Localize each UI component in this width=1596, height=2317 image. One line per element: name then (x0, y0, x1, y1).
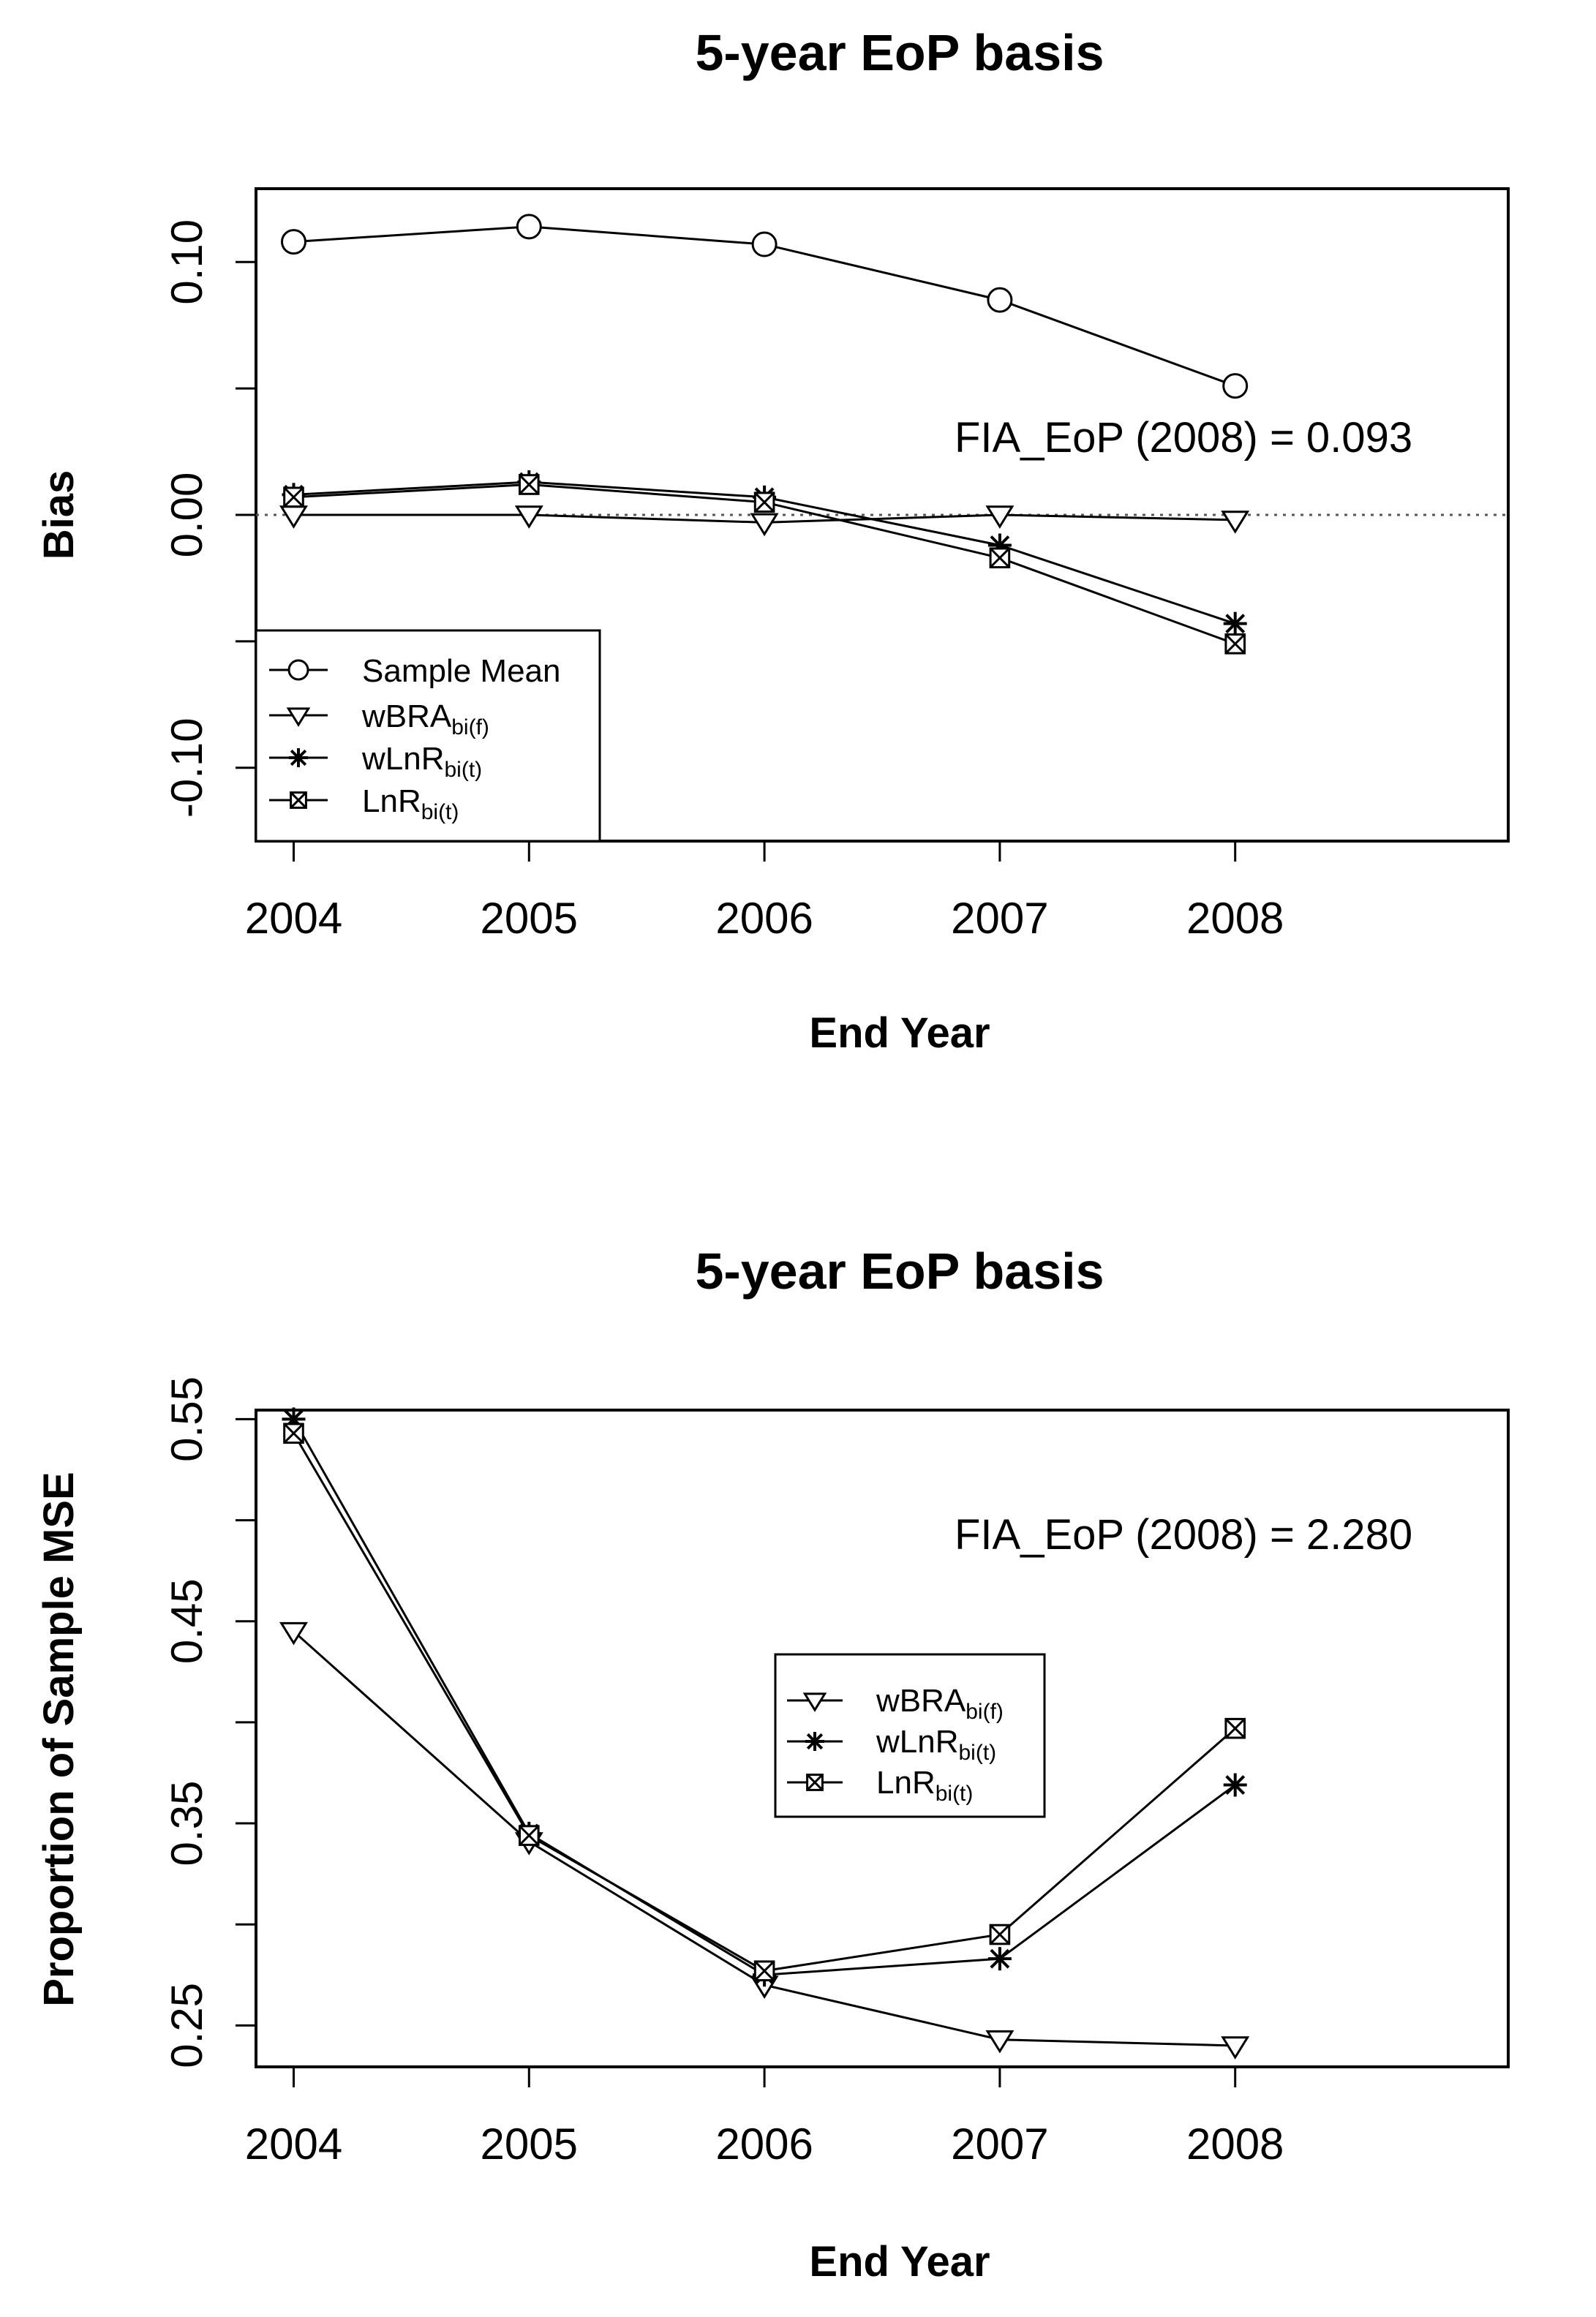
mse-x-tick-label-2006: 2006 (715, 2120, 813, 2169)
bias-point-wbra-2007 (985, 505, 1015, 529)
bias-legend-box (255, 629, 601, 843)
mse-x-tick-label-2005: 2005 (481, 2120, 578, 2169)
bias-x-tick-label-2006: 2006 (715, 894, 813, 943)
mse-legend-marker-wlnr (805, 1732, 824, 1751)
bias-point-lnr-2004 (283, 486, 304, 508)
bias-point-sample-mean-2005 (516, 214, 542, 240)
bias-point-sample-mean-2006 (751, 231, 778, 257)
mse-point-lnr-2007 (989, 1924, 1011, 1945)
mse-legend-item-wlnr: wLnRbi(t) (787, 1724, 996, 1765)
mse-x-tick-label-2007: 2007 (951, 2120, 1048, 2169)
mse-chart-title: 5-year EoP basis (695, 1243, 1104, 1300)
mse-point-wlnr-2007 (987, 1947, 1012, 1971)
bias-point-sample-mean-2007 (987, 287, 1013, 313)
bias-fia-annotation: FIA_EoP (2008) = 0.093 (955, 414, 1412, 461)
mse-y-tick-label-0-25: 0.25 (162, 1983, 211, 2068)
mse-x-tick-label-2008: 2008 (1186, 2120, 1284, 2169)
bias-point-lnr-2007 (989, 547, 1011, 569)
bias-point-sample-mean-2008 (1222, 373, 1249, 399)
bias-chart-title: 5-year EoP basis (695, 24, 1104, 81)
mse-point-wlnr-2008 (1223, 1773, 1247, 1797)
mse-fia-annotation: FIA_EoP (2008) = 2.280 (955, 1511, 1412, 1559)
mse-point-lnr-2005 (518, 1825, 540, 1846)
bias-legend-label-wbra: wBRAbi(f) (361, 698, 489, 739)
mse-point-lnr-2004 (283, 1423, 304, 1444)
mse-legend-marker-lnr (806, 1774, 824, 1791)
mse-legend-label-lnr: LnRbi(t) (876, 1765, 973, 1806)
mse-point-lnr-2006 (753, 1960, 775, 1982)
mse-legend-label-wbra: wBRAbi(f) (876, 1683, 1004, 1724)
mse-chart-panel: 5-year EoP basis Proportion of Sample MS… (35, 1243, 1510, 2286)
bias-legend-marker-lnr (290, 791, 307, 809)
mse-y-tick-label-0-55: 0.55 (162, 1376, 211, 1462)
bias-legend-item-wlnr: wLnRbi(t) (269, 741, 482, 782)
mse-legend-item-wbra: wBRAbi(f) (787, 1683, 1004, 1724)
mse-legend-item-lnr: LnRbi(t) (787, 1765, 973, 1806)
bias-legend-marker-wlnr (289, 748, 308, 767)
bias-chart-panel: 5-year EoP basis Bias End Year 2004 2005 2… (35, 24, 1510, 1057)
bias-y-tick-label-0-00: 0.00 (162, 472, 211, 558)
bias-legend-marker-wbra (286, 707, 311, 727)
mse-x-axis-label: End Year (809, 2238, 990, 2286)
mse-legend-marker-wbra (802, 1692, 827, 1712)
mse-point-wbra-2007 (985, 2030, 1015, 2054)
bias-x-axis-label: End Year (809, 1009, 990, 1057)
bias-legend-label-lnr: LnRbi(t) (362, 783, 459, 824)
bias-point-lnr-2005 (518, 474, 540, 495)
bias-x-tick-label-2005: 2005 (481, 894, 578, 943)
bias-y-tick-label-0-10: -0.10 (162, 717, 211, 818)
mse-plot-frame (255, 1409, 1510, 2068)
mse-point-wbra-2004 (279, 1621, 308, 1646)
bias-legend-label-wlnr: wLnRbi(t) (361, 741, 482, 782)
bias-y-tick-label-0-10: 0.10 (162, 219, 211, 305)
bias-legend-item-lnr: LnRbi(t) (269, 783, 459, 824)
bias-point-lnr-2006 (753, 491, 775, 513)
bias-point-wbra-2004 (279, 505, 308, 529)
bias-x-tick-label-2008: 2008 (1186, 894, 1284, 943)
bias-point-wbra-2008 (1221, 511, 1250, 534)
bias-legend-label-sample-mean: Sample Mean (362, 653, 560, 689)
mse-y-tick-label-0-45: 0.45 (162, 1578, 211, 1664)
mse-series-line-wlnr (293, 1418, 1236, 1976)
bias-point-lnr-2008 (1224, 633, 1246, 655)
bias-legend-marker-sample-mean (287, 659, 309, 681)
bias-x-tick-label-2007: 2007 (951, 894, 1048, 943)
bias-legend-item-sample-mean: Sample Mean (269, 653, 560, 689)
mse-x-tick-label-2004: 2004 (245, 2120, 342, 2169)
bias-point-wbra-2005 (514, 505, 543, 529)
mse-y-tick-label-0-35: 0.35 (162, 1781, 211, 1866)
bias-y-axis-label: Bias (35, 470, 83, 560)
bias-point-sample-mean-2004 (280, 229, 306, 255)
mse-point-lnr-2008 (1224, 1717, 1246, 1739)
mse-legend-label-wlnr: wLnRbi(t) (876, 1724, 996, 1765)
mse-legend: wBRAbi(f) wLnRbi(t) LnRbi(t) (774, 1653, 1046, 1818)
mse-point-wbra-2008 (1221, 2036, 1250, 2060)
bias-point-wbra-2006 (750, 513, 779, 537)
bias-point-wlnr-2008 (1223, 611, 1247, 636)
bias-legend-item-wbra: wBRAbi(f) (269, 698, 489, 739)
bias-x-tick-label-2004: 2004 (245, 894, 342, 943)
bias-legend: Sample Mean wBRAbi(f) wLnRbi(t) LnRbi(t) (255, 629, 601, 843)
mse-y-axis-label: Proportion of Sample MSE (35, 1472, 83, 2007)
